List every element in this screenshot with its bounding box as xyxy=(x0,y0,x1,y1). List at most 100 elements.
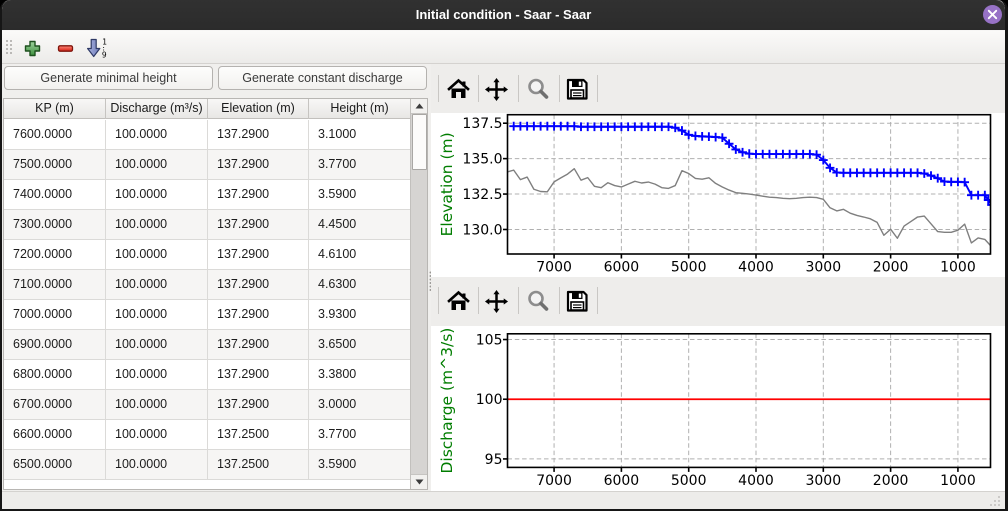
table-cell[interactable]: 3.3800 xyxy=(318,367,357,381)
column-header[interactable]: KP (m) xyxy=(4,99,106,119)
table-cell[interactable]: 137.2900 xyxy=(208,120,309,149)
scroll-down-button[interactable] xyxy=(411,474,427,489)
figure-canvas[interactable]: 7000 6000 5000 4000 3000 2000 1000 105 100 95 Disc… xyxy=(431,325,1005,491)
table-cell[interactable]: 7000.0000 xyxy=(4,300,106,329)
home-button[interactable] xyxy=(443,286,473,316)
table-cell[interactable]: 3.7700 xyxy=(318,427,357,441)
table-cell[interactable]: 137.2900 xyxy=(208,210,309,239)
table-cell[interactable]: 137.2900 xyxy=(208,240,309,269)
pan-button[interactable] xyxy=(482,74,512,104)
x-tick-label: 6000 xyxy=(604,472,640,488)
toolbar-separator xyxy=(518,287,519,314)
table-cell[interactable]: 3.6500 xyxy=(318,337,357,351)
table-row[interactable]: 6800.0000 100.0000 137.2900 3.3800 xyxy=(4,360,410,390)
table-cell[interactable]: 100.0000 xyxy=(106,330,208,359)
table-cell[interactable]: 137.2500 xyxy=(208,450,309,479)
table-cell[interactable]: 137.2900 xyxy=(208,330,309,359)
table-row[interactable]: 6900.0000 100.0000 137.2900 3.6500 xyxy=(4,330,410,360)
add-row-button[interactable] xyxy=(20,36,44,60)
toolbar-separator xyxy=(438,287,439,314)
table-cell[interactable]: 137.2900 xyxy=(208,150,309,179)
column-header[interactable]: Height (m) xyxy=(330,101,389,115)
table-cell[interactable]: 100.0000 xyxy=(106,270,208,299)
table-cell[interactable]: 4.6100 xyxy=(318,247,357,261)
titlebar[interactable]: Initial condition - Saar - Saar xyxy=(2,0,1005,30)
table-cell[interactable]: 7200.0000 xyxy=(4,240,106,269)
table-cell[interactable]: 7300.0000 xyxy=(4,210,106,239)
table-row[interactable]: 7000.0000 100.0000 137.2900 3.9300 xyxy=(4,300,410,330)
toolbar-separator xyxy=(558,75,560,102)
table-body: 7600.0000 100.0000 137.2900 3.1000 7500.0000… xyxy=(4,120,410,489)
table-cell[interactable]: 3.7700 xyxy=(318,157,357,171)
table-cell[interactable]: 7500.0000 xyxy=(4,150,106,179)
table-cell[interactable]: 7100.0000 xyxy=(4,270,106,299)
zoom-button[interactable] xyxy=(523,74,553,104)
scroll-up-button[interactable] xyxy=(411,99,427,114)
generate-constant-discharge-button[interactable]: Generate constant discharge xyxy=(218,66,427,90)
zoom-button[interactable] xyxy=(523,286,553,316)
pan-button[interactable] xyxy=(482,286,512,316)
table-cell[interactable]: 100.0000 xyxy=(106,240,208,269)
table-cell[interactable]: 100.0000 xyxy=(106,390,208,419)
column-header[interactable]: Discharge (m³/s) xyxy=(106,99,208,119)
scrollbar-thumb[interactable] xyxy=(411,114,427,170)
generate-minimal-height-button[interactable]: Generate minimal height xyxy=(4,66,213,90)
table-cell[interactable]: 137.2900 xyxy=(208,180,309,209)
table-cell[interactable]: 137.2900 xyxy=(208,270,309,299)
table-cell[interactable]: 6600.0000 xyxy=(4,420,106,449)
x-tick-label: 5000 xyxy=(671,260,707,276)
table-cell[interactable]: 137.2500 xyxy=(208,420,309,449)
table-cell[interactable]: 137.2900 xyxy=(208,300,309,329)
table-cell[interactable]: 137.2900 xyxy=(208,360,309,389)
figure-nav-toolbar xyxy=(431,278,1005,322)
toolbar-separator xyxy=(438,75,439,102)
table-row[interactable]: 6500.0000 100.0000 137.2500 3.5900 xyxy=(4,450,410,480)
table-cell[interactable]: 6500.0000 xyxy=(4,450,106,479)
table-cell[interactable]: 7600.0000 xyxy=(4,120,106,149)
table-cell[interactable]: 6700.0000 xyxy=(4,390,106,419)
save-icon xyxy=(566,78,588,100)
table-cell[interactable]: 3.5900 xyxy=(318,457,357,471)
table-row[interactable]: 7300.0000 100.0000 137.2900 4.4500 xyxy=(4,210,410,240)
home-button[interactable] xyxy=(443,74,473,104)
close-icon xyxy=(987,9,998,20)
column-header[interactable]: Elevation (m) xyxy=(208,99,309,119)
table-row[interactable]: 6700.0000 100.0000 137.2900 3.0000 xyxy=(4,390,410,420)
table-row[interactable]: 7400.0000 100.0000 137.2900 3.5900 xyxy=(4,180,410,210)
remove-row-button[interactable] xyxy=(53,36,77,60)
svg-text:1: 1 xyxy=(102,38,107,47)
table-row[interactable]: 7500.0000 100.0000 137.2900 3.7700 xyxy=(4,150,410,180)
table-cell[interactable]: 4.4500 xyxy=(318,217,357,231)
toolbar-drag-handle[interactable] xyxy=(5,39,13,57)
table-cell[interactable]: 3.9300 xyxy=(318,307,357,321)
table-cell[interactable]: 100.0000 xyxy=(106,360,208,389)
sort-button[interactable]: 1 9 xyxy=(85,36,109,60)
table-cell[interactable]: 6800.0000 xyxy=(4,360,106,389)
table-cell[interactable]: 100.0000 xyxy=(106,180,208,209)
table-cell[interactable]: 100.0000 xyxy=(106,300,208,329)
table-cell[interactable]: 100.0000 xyxy=(106,150,208,179)
table-cell[interactable]: 3.5900 xyxy=(318,187,357,201)
close-button[interactable] xyxy=(983,5,1002,24)
table-cell[interactable]: 100.0000 xyxy=(106,420,208,449)
save-button[interactable] xyxy=(563,286,593,316)
resize-grip-icon[interactable] xyxy=(988,494,1001,507)
table-cell[interactable]: 100.0000 xyxy=(106,210,208,239)
save-button[interactable] xyxy=(563,74,593,104)
table-cell[interactable]: 3.0000 xyxy=(318,397,357,411)
table-vertical-scrollbar[interactable] xyxy=(410,99,427,489)
table-cell[interactable]: 7400.0000 xyxy=(4,180,106,209)
table-cell[interactable]: 100.0000 xyxy=(106,450,208,479)
table-row[interactable]: 6600.0000 100.0000 137.2500 3.7700 xyxy=(4,420,410,450)
table-cell[interactable]: 137.2900 xyxy=(208,390,309,419)
table-cell[interactable]: 3.1000 xyxy=(318,127,357,141)
toolbar-separator xyxy=(558,287,560,314)
table-row[interactable]: 7100.0000 100.0000 137.2900 4.6300 xyxy=(4,270,410,300)
table-row[interactable]: 7600.0000 100.0000 137.2900 3.1000 xyxy=(4,120,410,150)
pan-icon xyxy=(484,289,509,313)
figure-canvas[interactable]: 7000 6000 5000 4000 3000 2000 1000 137.5 135.0 13… xyxy=(431,113,1005,277)
table-cell[interactable]: 4.6300 xyxy=(318,277,357,291)
table-cell[interactable]: 100.0000 xyxy=(106,120,208,149)
table-cell[interactable]: 6900.0000 xyxy=(4,330,106,359)
table-row[interactable]: 7200.0000 100.0000 137.2900 4.6100 xyxy=(4,240,410,270)
